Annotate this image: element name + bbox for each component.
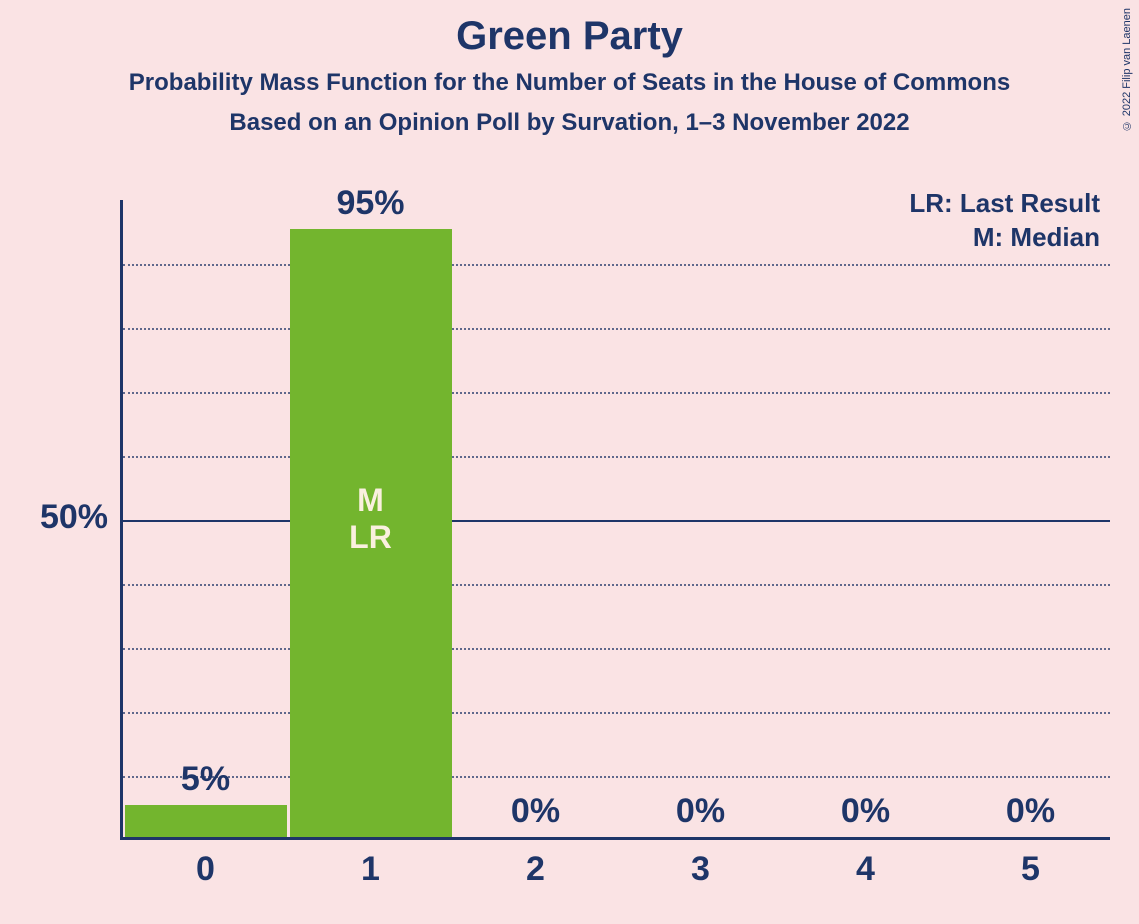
x-axis-label: 5 <box>1021 850 1040 889</box>
x-axis-label: 1 <box>361 850 380 889</box>
median-marker: MLR <box>349 482 392 556</box>
chart-subtitle: Probability Mass Function for the Number… <box>0 69 1139 97</box>
chart-title: Green Party <box>0 0 1139 59</box>
chart-source: Based on an Opinion Poll by Survation, 1… <box>0 109 1139 137</box>
grid-line <box>123 392 1110 394</box>
bar <box>125 805 287 837</box>
grid-line <box>123 328 1110 330</box>
bar-value-label: 0% <box>511 792 560 831</box>
grid-line <box>123 264 1110 266</box>
x-axis-label: 2 <box>526 850 545 889</box>
grid-line <box>123 712 1110 714</box>
grid-line <box>123 648 1110 650</box>
x-axis-label: 0 <box>196 850 215 889</box>
y-axis-label: 50% <box>28 498 108 537</box>
grid-line <box>123 456 1110 458</box>
chart-area: LR: Last Result M: Median 50%5%095%1MLR0… <box>120 200 1110 840</box>
legend-m: M: Median <box>973 222 1100 253</box>
plot-area: LR: Last Result M: Median 50%5%095%1MLR0… <box>120 200 1110 840</box>
legend-lr: LR: Last Result <box>909 188 1100 219</box>
grid-line <box>123 776 1110 778</box>
grid-line <box>123 520 1110 522</box>
bar-value-label: 95% <box>336 184 404 223</box>
bar-value-label: 0% <box>676 792 725 831</box>
grid-line <box>123 584 1110 586</box>
copyright: © 2022 Filip van Laenen <box>1121 8 1133 131</box>
bar-value-label: 5% <box>181 760 230 799</box>
bar-value-label: 0% <box>1006 792 1055 831</box>
x-axis-label: 4 <box>856 850 875 889</box>
bar-value-label: 0% <box>841 792 890 831</box>
x-axis-label: 3 <box>691 850 710 889</box>
